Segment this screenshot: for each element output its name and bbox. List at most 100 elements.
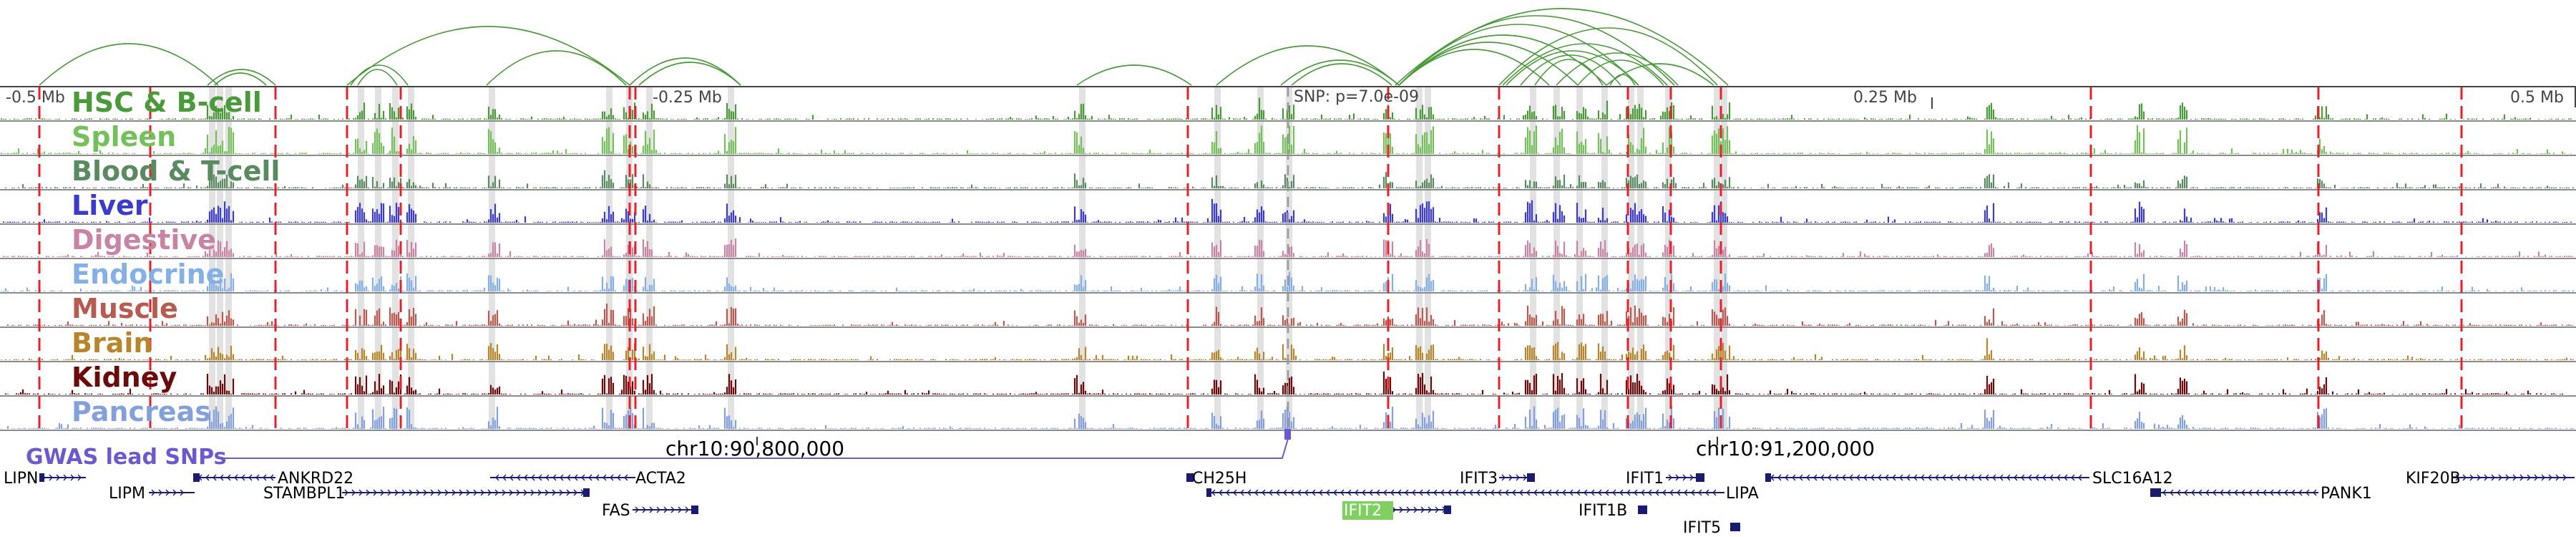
gene-label[interactable]: IFIT1B [1579, 502, 1627, 520]
ruler-right-label: 0.5 Mb [2510, 89, 2564, 107]
track-signal [4, 371, 2564, 395]
variant-lines [38, 87, 2463, 430]
gene-ifit3[interactable]: IFIT3 [1460, 470, 1535, 488]
track-signal [0, 271, 2575, 291]
gene-pank1[interactable]: PANK1 [2150, 485, 2372, 503]
ruler-mid-left-label: -0.25 Mb [653, 89, 722, 107]
gene-ifit2[interactable]: IFIT2 [1342, 501, 1451, 520]
strand-arrows [151, 489, 184, 496]
track-label: Muscle [72, 293, 178, 324]
gene-label[interactable]: LIPA [1726, 485, 1759, 503]
gene-slc16a12[interactable]: SLC16A12 [1765, 470, 2173, 488]
track-liver [0, 198, 2576, 225]
strand-arrows [1392, 506, 1446, 513]
exon [1765, 473, 1771, 482]
gene-label[interactable]: IFIT3 [1460, 470, 1498, 488]
strand-arrows [635, 506, 689, 513]
chromatin-loop [1520, 54, 1621, 86]
gene-kif20b[interactable]: KIF20B [2406, 470, 2575, 488]
chromatin-loop [1076, 64, 1192, 86]
gene-label[interactable]: ANKRD22 [278, 470, 353, 488]
track-signal [6, 303, 2575, 326]
tracks [0, 97, 2576, 431]
chromatin-loop [638, 62, 741, 86]
track-label: Endocrine [72, 258, 224, 290]
track-signal [2, 238, 2575, 257]
gwas-label: GWAS lead SNPs [26, 445, 226, 470]
gene-label[interactable]: PANK1 [2321, 485, 2372, 503]
track-signal [0, 405, 2575, 429]
gene-lipn[interactable]: LIPN [4, 470, 86, 488]
gene-label[interactable]: KIF20B [2406, 470, 2461, 488]
chromatin-loop [1280, 59, 1400, 86]
chromatin-loop [39, 43, 219, 86]
chromatin-loop [214, 72, 267, 86]
chromatin-loop [1398, 49, 1550, 86]
track-label: Liver [72, 190, 148, 221]
gene-lipm[interactable]: LIPM [109, 485, 195, 503]
gene-ifit1[interactable]: IFIT1 [1626, 470, 1704, 488]
ruler-left-label: -0.5 Mb [6, 89, 65, 107]
exon [1444, 505, 1451, 514]
chromatin-loop [486, 50, 627, 86]
strand-arrows [42, 474, 82, 481]
gene-ch25h[interactable]: CH25H [1186, 470, 1246, 488]
gwas-track: GWAS lead SNPs [26, 429, 1291, 470]
chromatin-loop [357, 69, 398, 86]
track-label: Spleen [72, 121, 176, 153]
strand-arrows [1211, 489, 1717, 496]
gene-acta2[interactable]: ACTA2 [490, 470, 686, 488]
track-signal [4, 170, 2575, 188]
gene-fas[interactable]: FAS [602, 502, 698, 520]
track-label: Kidney [72, 362, 177, 393]
gene-ifit1b[interactable]: IFIT1B [1579, 502, 1647, 520]
gwas-snp-connector [219, 433, 1290, 459]
chromatin-loop [1398, 24, 1639, 86]
track-signal [2, 198, 2572, 223]
chromatin-loop [1506, 50, 1639, 86]
gene-stambpl1[interactable]: STAMBPL1 [263, 485, 590, 503]
gene-label[interactable]: LIPM [109, 485, 145, 503]
chromatin-loop [1534, 59, 1604, 86]
track-signal [0, 338, 2575, 360]
gene-label[interactable]: IFIT5 [1683, 519, 1721, 537]
gene-label[interactable]: LIPN [4, 470, 38, 488]
gene-ifit5[interactable]: IFIT5 [1683, 519, 1740, 537]
gene-label[interactable]: IFIT1 [1626, 470, 1664, 488]
gene-highlight [1342, 501, 1393, 520]
gene-ankrd22[interactable]: ANKRD22 [193, 470, 353, 488]
gene-label[interactable]: ACTA2 [635, 470, 686, 488]
track-label: Blood & T-cell [72, 155, 280, 187]
track-signal [0, 125, 2572, 154]
gene-label[interactable]: IFIT2 [1344, 502, 1382, 520]
exon [2150, 488, 2161, 497]
gene-label[interactable]: FAS [602, 502, 630, 520]
exon [583, 488, 590, 497]
chromatin-loop [1609, 74, 1636, 86]
strand-arrows [344, 489, 585, 496]
coordinate-right: chr10:91,200,000 [1696, 437, 1875, 460]
exon [1638, 505, 1647, 514]
snp-pvalue-label: SNP: p=7.0e-09 [1294, 88, 1419, 106]
coordinate-left: chr10:90,800,000 [665, 437, 844, 460]
chromatin-loop [350, 64, 409, 86]
exon [1730, 523, 1740, 531]
chromatin-loop [1577, 59, 1664, 86]
exon [1696, 473, 1704, 482]
gene-label[interactable]: SLC16A12 [2092, 470, 2173, 488]
chromatin-loop [1291, 63, 1392, 86]
gene-label[interactable]: CH25H [1192, 470, 1246, 488]
chromatin-loop [1606, 63, 1714, 86]
chromatin-loops [39, 8, 1729, 86]
track-label: Pancreas [72, 396, 211, 427]
gene-lipa[interactable]: LIPA [1206, 485, 1759, 503]
chromatin-loop [346, 26, 630, 86]
gwas-snp-marker[interactable] [1284, 429, 1291, 440]
strand-arrows [1501, 474, 1527, 481]
gene-label[interactable]: STAMBPL1 [263, 485, 345, 503]
exon [1527, 473, 1535, 482]
chromatin-loop [1502, 43, 1668, 86]
track-label: Brain [72, 327, 152, 359]
chromatin-loop [1498, 27, 1718, 86]
